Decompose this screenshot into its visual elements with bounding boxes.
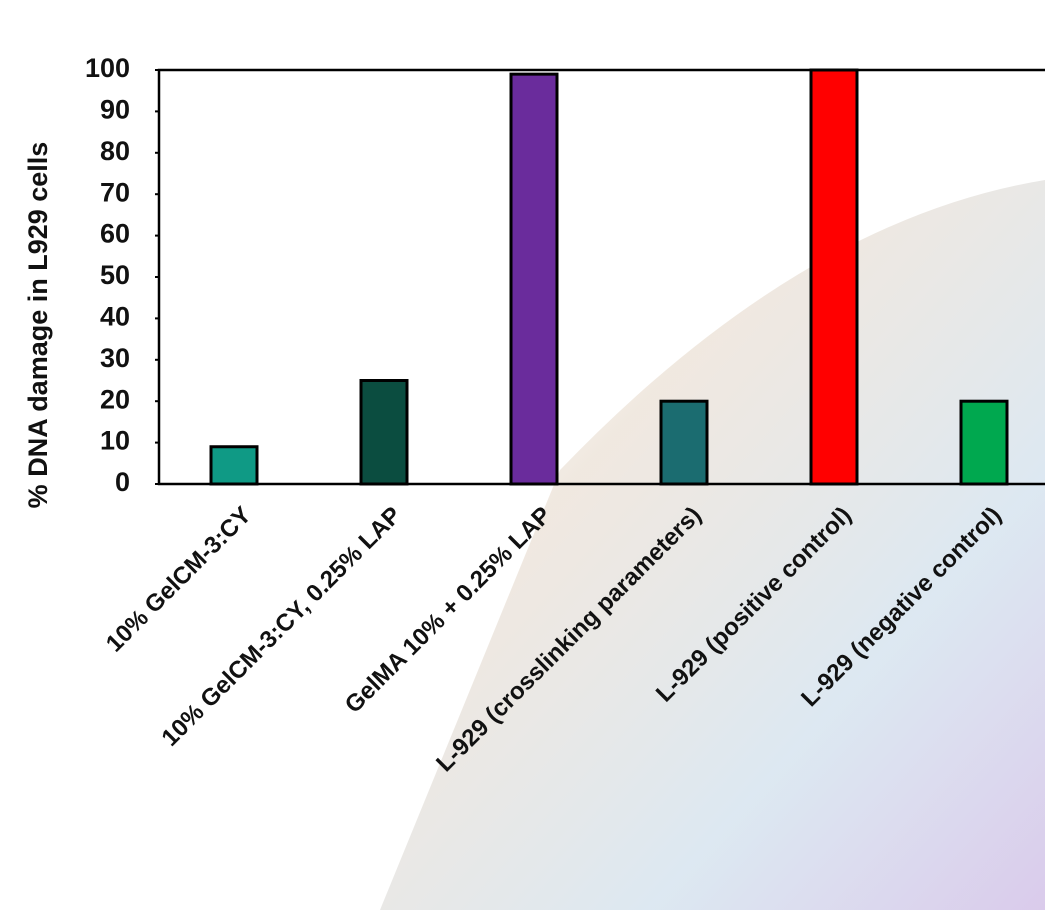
bar: [359, 379, 409, 486]
y-tick-label: 50: [100, 260, 130, 290]
y-tick-label: 30: [100, 343, 130, 373]
bar: [509, 72, 559, 486]
x-tick-label: 10% GelCM-3:CY, 0.25% LAP: [157, 502, 407, 752]
y-tick-label: 0: [115, 467, 130, 497]
y-tick-label: 20: [100, 384, 130, 414]
y-axis-title: % DNA damage in L929 cells: [23, 142, 53, 509]
x-tick-label: 10% GelCM-3:CY: [101, 502, 257, 658]
bar: [809, 68, 859, 486]
bar: [659, 399, 709, 486]
background-image: [380, 180, 1045, 910]
y-tick-label: 100: [85, 53, 130, 83]
y-tick-label: 40: [100, 302, 130, 332]
y-tick-label: 90: [100, 95, 130, 125]
y-tick-label: 80: [100, 136, 130, 166]
y-tick-label: 70: [100, 177, 130, 207]
bar: [209, 445, 259, 486]
y-tick-label: 60: [100, 219, 130, 249]
bar: [959, 399, 1009, 486]
y-tick-label: 10: [100, 426, 130, 456]
